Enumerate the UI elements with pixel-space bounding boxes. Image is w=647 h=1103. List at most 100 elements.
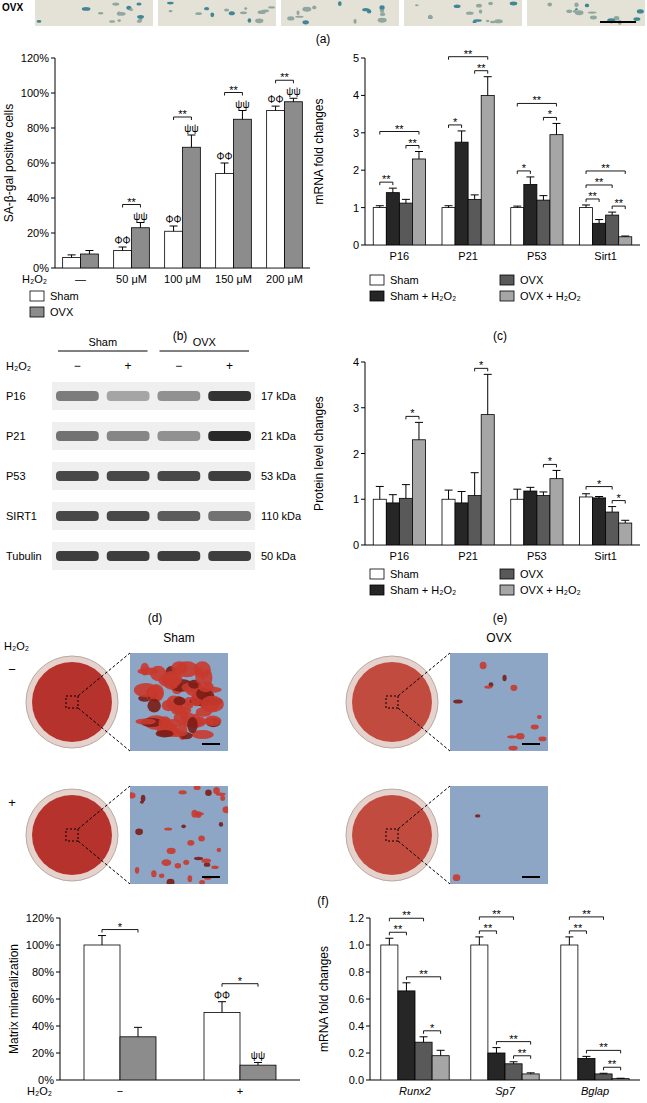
- cell: [82, 7, 91, 11]
- y-tick: [361, 95, 365, 96]
- scale-bar: [522, 876, 540, 878]
- image-label: OVX: [2, 2, 23, 13]
- cell: [479, 9, 482, 13]
- bar: [481, 95, 494, 245]
- stain-spot: [156, 730, 174, 737]
- zoom-region: [386, 696, 398, 708]
- error-bar: [617, 1078, 625, 1079]
- scale-bar: [600, 21, 636, 23]
- bar: [84, 945, 120, 1080]
- bar: [432, 1056, 449, 1080]
- x-tick-label: 200 μM: [266, 273, 303, 285]
- stain-spot: [507, 735, 517, 738]
- y-tick-label: 3: [353, 127, 359, 139]
- panel-label: (b): [173, 329, 188, 343]
- significance-symbol: ψψ: [251, 1050, 265, 1061]
- bar-chart: 0%20%40%60%80%100%120%−+H₂O₂Matrix miner…: [7, 912, 300, 1097]
- bar: [580, 208, 593, 245]
- blot-band: [56, 391, 99, 401]
- y-tick-label: 1: [353, 202, 359, 214]
- y-tick: [56, 999, 60, 1000]
- bar: [114, 251, 132, 269]
- blot-band: [107, 391, 150, 401]
- cell: [566, 9, 572, 12]
- legend-swatch: [370, 569, 384, 579]
- cell: [379, 5, 384, 10]
- treatment-sign: −: [175, 359, 182, 373]
- error-bar: [136, 223, 144, 228]
- bar: [455, 142, 468, 245]
- bar: [524, 491, 537, 545]
- significance-label: **: [178, 108, 187, 120]
- marks: [373, 77, 632, 245]
- micrograph: [450, 786, 548, 884]
- stain-spot: [135, 829, 143, 836]
- well-stain: [352, 662, 432, 742]
- stain-spot: [196, 812, 204, 815]
- micrograph: [158, 0, 276, 26]
- error-bar: [582, 205, 590, 208]
- stain-spot: [194, 786, 201, 790]
- significance-symbol: ψψ: [235, 99, 249, 110]
- significance-label: **: [533, 94, 542, 106]
- blot-band: [158, 391, 201, 401]
- error-bar: [608, 507, 616, 512]
- error-bar: [420, 1037, 428, 1042]
- cell: [637, 9, 644, 13]
- legend-label: OVX + H₂O₂: [520, 584, 581, 596]
- stain-spot: [199, 880, 205, 884]
- error-bar: [582, 494, 590, 497]
- y-tick-label: 2: [353, 164, 359, 176]
- y-tick-label: 0: [353, 539, 359, 551]
- stain-spot: [164, 827, 172, 830]
- stain-spot: [135, 867, 139, 874]
- cell: [268, 6, 275, 8]
- significance-label: **: [509, 1033, 518, 1045]
- significance-label: **: [588, 190, 597, 202]
- error-bar: [552, 123, 560, 134]
- stain-spot: [216, 792, 226, 795]
- y-tick: [51, 233, 55, 234]
- error-bar: [402, 199, 410, 203]
- significance-label: *: [548, 455, 553, 467]
- x-tick-label: Bglap: [581, 1085, 609, 1097]
- error-bar: [437, 1050, 445, 1055]
- legend-label: Sham: [50, 290, 79, 302]
- stain-spot: [453, 699, 463, 703]
- cell: [287, 16, 294, 20]
- significance-label: **: [394, 923, 403, 935]
- y-tick: [56, 918, 60, 919]
- micrograph-background: [130, 653, 228, 751]
- x-tick-label: Sirt1: [594, 550, 617, 562]
- significance-symbol: ΦΦ: [166, 214, 182, 225]
- cell: [312, 6, 316, 10]
- cell: [472, 21, 476, 23]
- micrograph: [404, 0, 522, 26]
- y-tick-label: 40%: [32, 1020, 54, 1032]
- significance-label: **: [229, 84, 238, 96]
- zoom-line: [398, 653, 450, 751]
- significance-label: *: [453, 116, 458, 128]
- bar: [580, 497, 593, 545]
- well-stain: [32, 795, 112, 875]
- stain-spot: [453, 874, 461, 881]
- bar: [595, 1074, 612, 1080]
- significance-symbol: ψψ: [184, 123, 198, 134]
- x-tick-label: Sp7: [495, 1085, 515, 1097]
- error-bar: [98, 936, 106, 945]
- bar: [373, 499, 386, 545]
- y-tick: [361, 207, 365, 208]
- error-bar: [600, 1073, 608, 1075]
- stain-spot: [205, 790, 212, 797]
- staining: H₂O₂−+ShamOVX(f): [4, 631, 548, 908]
- cell: [378, 18, 387, 23]
- y-tick: [56, 945, 60, 946]
- blot-band: [208, 391, 251, 401]
- row-size: 17 kDa: [261, 390, 297, 402]
- treatment-sign: +: [125, 359, 132, 373]
- y-tick: [51, 198, 55, 199]
- stain-spot: [140, 800, 144, 803]
- error-bar: [402, 983, 410, 991]
- cell: [362, 8, 369, 11]
- y-tick-label: 0.2: [349, 1047, 364, 1059]
